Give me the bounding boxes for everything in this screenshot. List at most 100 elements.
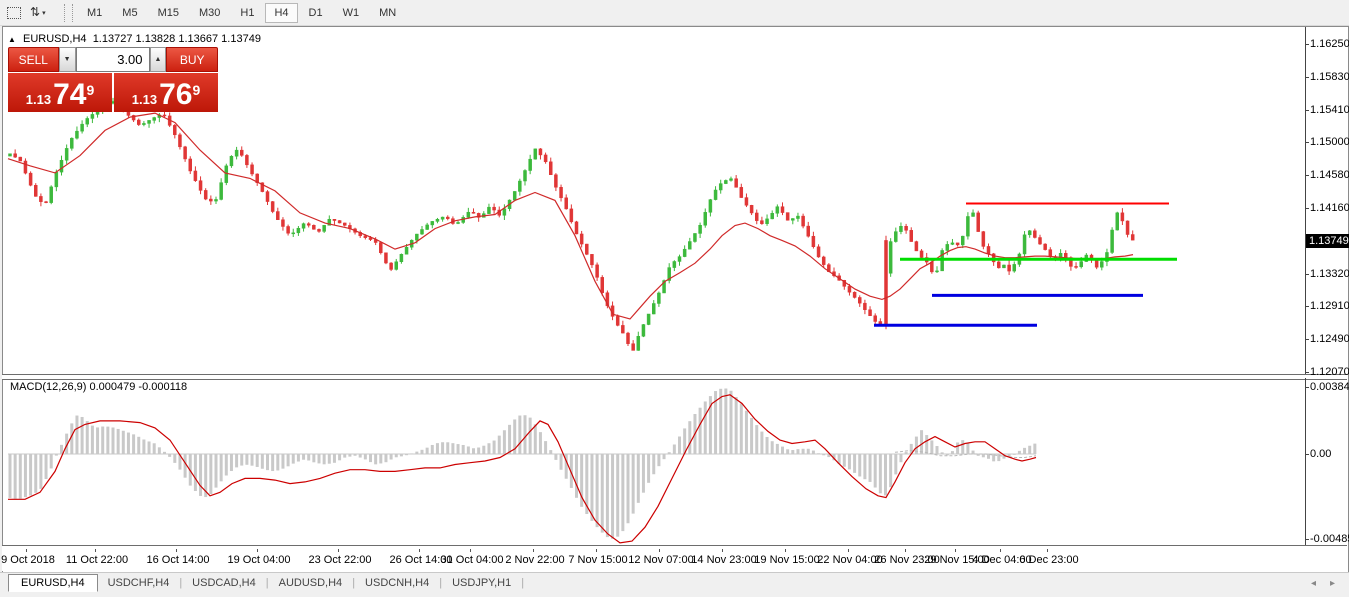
date-axis-label: 16 Oct 14:00: [146, 554, 210, 566]
buy-price-base: 1.13: [131, 92, 158, 107]
volume-input[interactable]: [75, 47, 150, 72]
tab-scroll-right-icon[interactable]: ▸: [1329, 577, 1335, 589]
tab-usdcad-h4[interactable]: USDCAD,H4: [192, 577, 256, 589]
date-axis-tick: [785, 549, 786, 552]
sell-price-base: 1.13: [25, 92, 52, 107]
price-axis-tick: [1305, 77, 1309, 78]
date-axis-tick: [176, 549, 177, 552]
date-axis-label: 12 Nov 07:00: [628, 554, 694, 566]
timeframe-button-W1[interactable]: W1: [342, 6, 360, 19]
sell-button[interactable]: SELL: [8, 47, 59, 72]
date-axis-tick: [722, 549, 723, 552]
timeframe-button-H1[interactable]: H1: [240, 6, 255, 19]
date-axis-tick: [659, 549, 660, 552]
symbol-tab-bar: EURUSD,H4 USDCHF,H4 | USDCAD,H4 | AUDUSD,H4 | U…: [0, 572, 1349, 593]
tab-separator: |: [439, 577, 443, 589]
symbol-period-label: EURUSD,H4: [22, 33, 87, 45]
one-click-trading-panel: SELL ▼ ▲ BUY 1.13 74 9 1.13 76 9: [8, 47, 218, 112]
toolbar-separator: [64, 3, 73, 22]
macd-axis-tick: [1305, 538, 1309, 540]
price-axis-tick: [1305, 372, 1309, 374]
buy-button[interactable]: BUY: [166, 47, 218, 72]
chevron-down-icon: ▾: [42, 9, 46, 17]
timeframe-button-M1[interactable]: M1: [87, 6, 103, 19]
chart-window-icon[interactable]: [7, 6, 23, 19]
date-axis-tick: [955, 549, 956, 552]
buy-price-point: 9: [192, 82, 201, 98]
date-axis-label: 29 Nov 15:00: [924, 554, 990, 566]
date-axis: 9 Oct 2018 11 Oct 22:00 16 Oct 14:00 19 Oct…: [1, 549, 1347, 571]
timeframe-button-M30[interactable]: M30: [198, 6, 221, 19]
macd-axis-tick: [1305, 454, 1309, 455]
buy-price-button[interactable]: 1.13 76 9: [114, 73, 218, 112]
tab-usdcnh-h4[interactable]: USDCNH,H4: [365, 577, 430, 589]
price-axis-label: 1.12490: [1310, 333, 1349, 346]
timeframe-button-D1[interactable]: D1: [308, 6, 323, 19]
open-value: 1.13727: [92, 33, 133, 45]
top-toolbar: ⇅ ▾ M1 M5 M15 M30 H1 H4 D1 W1 MN: [0, 0, 1349, 26]
timeframe-button-M15[interactable]: M15: [157, 6, 179, 19]
date-axis-tick: [1047, 549, 1048, 552]
tab-separator: |: [265, 577, 269, 589]
price-axis-tick: [1305, 339, 1309, 341]
chart-title: ▲ EURUSD,H4 1.13727 1.13828 1.13667 1.13…: [8, 33, 261, 45]
price-axis-tick: [1305, 44, 1309, 45]
high-value: 1.13828: [135, 33, 176, 45]
timeframe-button-MN[interactable]: MN: [379, 6, 397, 19]
tab-scroll-left-icon[interactable]: ◂: [1310, 577, 1316, 589]
chart-window[interactable]: [2, 26, 1349, 573]
tab-separator: |: [352, 577, 356, 589]
volume-decrease-button[interactable]: ▼: [58, 47, 76, 72]
date-axis-tick: [905, 549, 906, 552]
low-value: 1.13667: [178, 33, 219, 45]
price-axis-tick: [1305, 142, 1309, 144]
tab-usdjpy-h1[interactable]: USDJPY,H1: [452, 577, 512, 589]
tab-audusd-h4[interactable]: AUDUSD,H4: [278, 577, 343, 589]
tile-windows-icon[interactable]: ⇅ ▾: [30, 6, 56, 19]
tab-scroll-controls: ◂ ▸: [1311, 578, 1335, 589]
price-axis-label: 1.14580: [1310, 169, 1349, 182]
sell-price-pips: 74: [53, 78, 87, 111]
date-axis-label: 14 Nov 23:00: [691, 554, 757, 566]
date-axis-label: 11 Oct 22:00: [65, 554, 129, 566]
pane-divider[interactable]: [2, 374, 1347, 380]
date-axis-label: 26 Nov 23:00: [874, 554, 940, 566]
sell-price-point: 9: [86, 82, 95, 98]
price-axis-tick: [1305, 110, 1309, 111]
buy-price-pips: 76: [159, 78, 193, 111]
date-axis-label: 7 Nov 15:00: [568, 554, 628, 566]
tab-separator: |: [179, 577, 183, 589]
date-axis-tick: [470, 549, 471, 552]
tab-eurusd-h4[interactable]: EURUSD,H4: [8, 574, 98, 592]
price-axis-label: 1.16250: [1310, 38, 1349, 50]
date-axis-label: 2 Nov 22:00: [505, 554, 565, 566]
date-axis-label: 9 Oct 2018: [1, 554, 55, 566]
macd-axis-label: 0.003847: [1310, 380, 1349, 393]
timeframe-button-M5[interactable]: M5: [122, 6, 138, 19]
price-axis-tick: [1305, 274, 1309, 276]
price-axis-tick: [1305, 208, 1309, 210]
macd-axis-label: 0.00: [1310, 448, 1332, 460]
date-axis-tick: [95, 549, 96, 552]
macd-indicator-label: MACD(12,26,9) 0.000479 -0.000118: [10, 381, 188, 393]
price-axis-label: 1.12070: [1310, 366, 1349, 379]
price-axis-border: [1305, 27, 1306, 374]
timeframe-button-H4[interactable]: H4: [265, 2, 298, 23]
price-axis-label: 1.13320: [1310, 268, 1349, 281]
macd-axis-tick: [1305, 386, 1309, 388]
date-axis-label: 23 Oct 22:00: [308, 554, 372, 566]
date-axis-label: 22 Nov 04:00: [817, 554, 883, 566]
timeframe-buttons: M1 M5 M15 M30 H1 H4 D1 W1 MN: [77, 2, 406, 23]
date-axis-tick: [257, 549, 258, 552]
tab-separator: |: [521, 577, 525, 589]
macd-axis-border: [1305, 378, 1306, 545]
collapse-panel-icon[interactable]: ▲: [8, 35, 16, 44]
status-strip: [0, 592, 1349, 597]
date-axis-tick: [338, 549, 339, 552]
tab-usdchf-h4[interactable]: USDCHF,H4: [107, 577, 170, 589]
volume-increase-button[interactable]: ▲: [149, 47, 167, 72]
sell-price-button[interactable]: 1.13 74 9: [8, 73, 112, 112]
price-axis-label: 1.12910: [1310, 300, 1349, 313]
